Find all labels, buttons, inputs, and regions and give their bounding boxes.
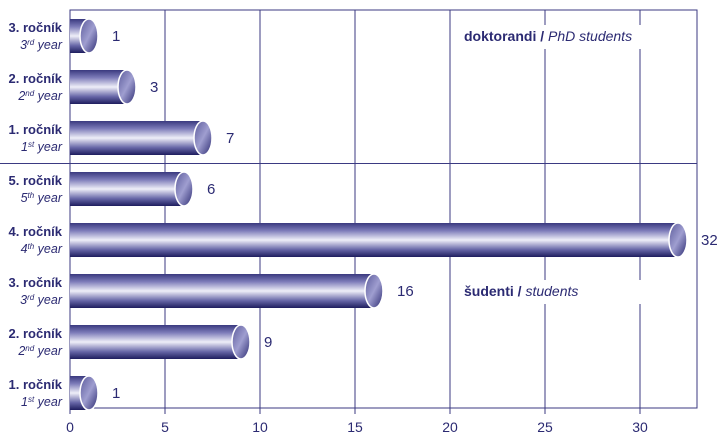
bar-value-label: 3	[150, 79, 158, 96]
bar-cap	[79, 18, 99, 54]
plot-frame	[69, 9, 698, 409]
bar	[70, 222, 688, 258]
bar	[70, 273, 384, 309]
group-title-italic: PhD students	[548, 28, 632, 44]
category-label: 4. ročník	[9, 224, 63, 239]
category-sublabel: 4th year	[21, 242, 63, 257]
bar-body	[70, 325, 241, 359]
x-tick-label: 15	[347, 419, 363, 435]
bar	[70, 69, 137, 105]
group-title-bold: doktorandi	[464, 28, 536, 44]
bar-body	[70, 121, 203, 155]
x-tick-label: 10	[252, 419, 268, 435]
x-tick-label: 5	[161, 419, 169, 435]
category-sublabel: 1st year	[21, 140, 63, 155]
x-tick-label: 20	[442, 419, 458, 435]
bar	[70, 375, 99, 411]
bar-value-label: 16	[397, 283, 414, 300]
category-sublabel: 3rd year	[20, 293, 63, 308]
x-tick-label: 30	[632, 419, 648, 435]
bars	[70, 18, 688, 411]
bar-body	[70, 274, 374, 308]
category-label: 2. ročník	[9, 71, 63, 86]
bar-cap	[174, 171, 194, 207]
grid	[0, 9, 698, 414]
bar-cap	[231, 324, 251, 360]
bar	[70, 324, 251, 360]
group-title: šudenti / students	[464, 283, 578, 299]
bar	[70, 120, 213, 156]
group-title-italic: students	[525, 283, 578, 299]
bar-value-label: 9	[264, 334, 272, 351]
category-label: 1. ročník	[9, 122, 63, 137]
category-sublabel: 1st year	[21, 395, 63, 410]
group-title: doktorandi / PhD students	[464, 28, 632, 44]
group-title-sep: /	[536, 28, 548, 44]
bar-body	[70, 70, 127, 104]
group-title-bg	[460, 280, 650, 304]
bar-value-label: 1	[112, 28, 120, 45]
bar-value-label: 32	[701, 232, 718, 249]
category-sublabel: 2nd year	[17, 344, 62, 359]
x-tick-label: 0	[66, 419, 74, 435]
category-sublabel: 3rd year	[20, 38, 63, 53]
bar-value-label: 7	[226, 130, 234, 147]
category-label: 3. ročník	[9, 275, 63, 290]
category-sublabel: 2nd year	[17, 89, 62, 104]
category-label: 3. ročník	[9, 20, 63, 35]
category-sublabel: 5th year	[21, 191, 63, 206]
bar-value-label: 6	[207, 181, 215, 198]
bar	[70, 171, 194, 207]
category-label: 5. ročník	[9, 173, 63, 188]
group-title-sep: /	[514, 283, 526, 299]
bar	[70, 18, 99, 54]
bar-body	[70, 172, 184, 206]
category-label: 2. ročník	[9, 326, 63, 341]
bar-value-label: 1	[112, 385, 120, 402]
group-title-bold: šudenti	[464, 283, 514, 299]
bar-cap	[193, 120, 213, 156]
bar-cap	[79, 375, 99, 411]
bar-body	[70, 223, 678, 257]
x-tick-label: 25	[537, 419, 553, 435]
bar-cap	[364, 273, 384, 309]
labels: 0 5 10 15 20 25 30 doktorandi / PhD students šud…	[9, 20, 718, 435]
category-label: 1. ročník	[9, 377, 63, 392]
bar-cap	[117, 69, 137, 105]
group-title-bg	[460, 25, 650, 49]
bar-cap	[668, 222, 688, 258]
